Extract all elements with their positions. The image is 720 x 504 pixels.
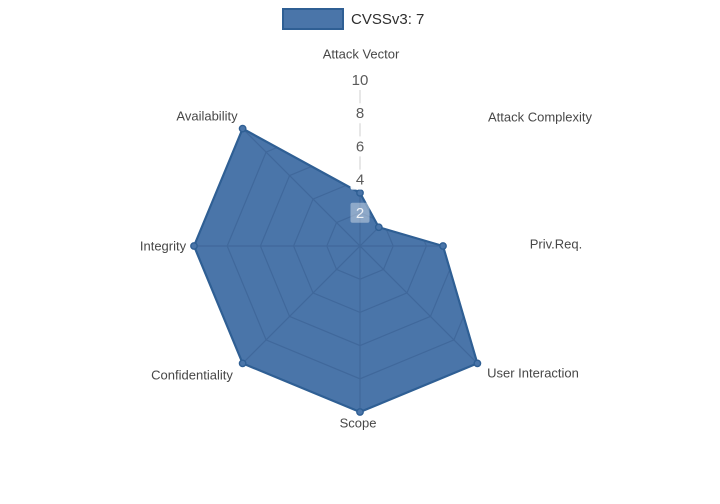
tick-label: 4 xyxy=(356,172,364,189)
data-point-marker xyxy=(473,359,482,368)
data-point-marker xyxy=(238,359,247,368)
legend-label: CVSSv3: 7 xyxy=(351,10,425,28)
tick-backdrop xyxy=(350,136,370,157)
tick-backdrop xyxy=(346,70,374,90)
radial-tick-10: 10 xyxy=(346,70,374,90)
radial-tick-2: 2 xyxy=(350,202,370,223)
tick-backdrop xyxy=(350,202,370,223)
axis-label-confidentiality: Confidentiality xyxy=(151,367,233,383)
data-point-marker xyxy=(190,242,198,250)
data-point-marker xyxy=(374,223,383,232)
axis-label-user-interaction: User Interaction xyxy=(487,365,579,381)
data-point-marker xyxy=(238,124,247,133)
axis-label-priv-req: Priv.Req. xyxy=(529,236,583,252)
grid-spoke xyxy=(236,245,361,370)
radial-tick-4: 4 xyxy=(350,169,370,190)
radial-tick-6: 6 xyxy=(350,136,370,157)
radial-tick-8: 8 xyxy=(350,103,370,124)
axis-label-attack-vector: Attack Vector xyxy=(322,46,400,62)
tick-label: 6 xyxy=(356,138,364,155)
tick-backdrop xyxy=(350,103,370,124)
axis-label-integrity: Integrity xyxy=(139,238,187,254)
tick-label: 2 xyxy=(356,205,364,222)
data-point-marker xyxy=(356,188,364,197)
data-point-marker xyxy=(439,242,447,250)
data-point-marker xyxy=(356,408,364,416)
axis-label-availability: Availability xyxy=(176,108,238,124)
tick-backdrop xyxy=(350,169,370,190)
grid-spoke xyxy=(236,128,361,247)
legend[interactable]: CVSSv3: 7 xyxy=(282,8,424,30)
legend-swatch-icon xyxy=(282,8,344,30)
tick-label: 8 xyxy=(356,105,364,122)
tick-label: 10 xyxy=(352,72,369,89)
axis-label-attack-complexity: Attack Complexity xyxy=(487,109,593,125)
axis-label-scope: Scope xyxy=(339,415,377,431)
grid-spoke xyxy=(359,245,478,370)
